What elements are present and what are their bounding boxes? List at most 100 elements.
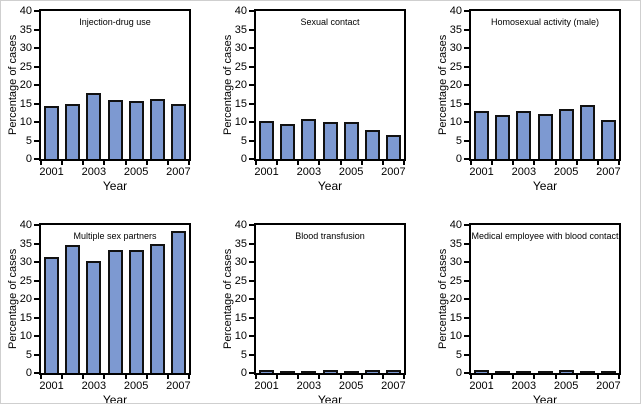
- bar-2005: [558, 370, 574, 373]
- x-axis-tick: [166, 375, 169, 379]
- y-tick-label: 30: [19, 42, 32, 54]
- y-axis-tick: [34, 316, 39, 319]
- x-axis-tick: [512, 161, 515, 165]
- y-tick-label: 15: [449, 311, 462, 324]
- x-tick-label: 2003: [511, 380, 537, 392]
- x-tick-label: 2007: [596, 380, 621, 392]
- x-axis-tick: [491, 161, 494, 165]
- bar-2001: [474, 110, 490, 159]
- subplot-blood-transfusion: Percentage of cases 40 35 30 25 20 15 10 5 0 Blood…: [216, 201, 431, 404]
- y-axis-tick: [34, 65, 39, 68]
- y-tick-label: 10: [234, 330, 247, 342]
- y-tick-label: 35: [234, 237, 247, 250]
- bar-2004: [537, 113, 553, 159]
- y-axis-tick: [464, 316, 469, 319]
- bar-2006: [364, 370, 380, 373]
- subplot-multiple-sex-partners: Percentage of cases 40 35 30 25 20 15 10 5 0 Multi…: [1, 201, 216, 403]
- bar-2007: [170, 230, 186, 373]
- bar-2004: [107, 250, 123, 373]
- bar-2005: [128, 249, 144, 373]
- x-axis-tick: [618, 161, 620, 165]
- y-axis-tick: [249, 28, 254, 31]
- y-axis-tick: [249, 158, 254, 160]
- chart-title: Medical employee with blood contact: [471, 231, 619, 241]
- y-axis-tick: [249, 65, 254, 68]
- y-axis-tick: [464, 279, 469, 282]
- bar-2005: [128, 101, 144, 159]
- y-axis-tick: [249, 316, 254, 319]
- y-axis-tick: [249, 279, 254, 282]
- x-axis-tick: [255, 375, 257, 379]
- y-tick-label: 25: [449, 60, 462, 73]
- bar-2001: [44, 105, 60, 159]
- x-axis-tick: [403, 161, 405, 165]
- subplot-medical-employee-with-blood-contact: Percentage of cases 40 35 30 25 20 15 10 5 0 Medic…: [431, 201, 640, 403]
- y-axis-tick: [249, 335, 254, 337]
- y-axis-tick: [249, 224, 254, 226]
- x-axis-tick: [554, 161, 557, 165]
- y-tick-label: 15: [449, 97, 462, 110]
- x-axis-tick: [255, 161, 257, 165]
- y-axis-tick: [464, 10, 469, 12]
- x-axis-tick: [145, 375, 148, 379]
- y-axis-tick: [34, 279, 39, 282]
- x-tick-label: 2003: [511, 166, 537, 178]
- x-tick-label: 2001: [469, 166, 494, 178]
- y-axis-tick: [34, 121, 39, 123]
- y-tick-label: 0: [240, 153, 247, 165]
- x-axis-tick: [596, 161, 599, 165]
- y-axis-tick: [34, 47, 39, 49]
- y-axis-tick: [249, 10, 254, 12]
- chart-title: Homosexual activity (male): [490, 17, 600, 27]
- y-tick-label: 40: [234, 5, 247, 17]
- y-axis-tick: [34, 353, 39, 356]
- bar-2001: [44, 257, 60, 373]
- plot-area: Injection-drug use: [39, 9, 191, 161]
- y-tick-label: 5: [455, 348, 462, 361]
- y-tick-label: 25: [234, 60, 247, 73]
- x-axis-tick: [512, 375, 515, 379]
- x-axis-tick: [554, 375, 557, 379]
- subplot-homosexual-activity-male: Percentage of cases 40 35 30 25 20 15 10 5 0 Homos…: [431, 1, 640, 201]
- bar-2005: [558, 108, 574, 159]
- x-tick-label: 2003: [296, 166, 322, 178]
- bar-2005: [343, 122, 359, 159]
- x-tick-label: 2005: [123, 166, 149, 178]
- x-tick-label: 2001: [469, 380, 494, 392]
- y-tick-label: 30: [19, 256, 32, 268]
- y-axis-tick: [249, 298, 254, 300]
- bar-2007: [385, 370, 401, 373]
- y-tick-label: 10: [449, 330, 462, 342]
- x-tick-label: 2003: [296, 380, 322, 392]
- y-tick-label: 20: [234, 293, 247, 305]
- y-tick-label: 35: [19, 237, 32, 250]
- chart-title: Sexual contact: [300, 17, 360, 27]
- x-axis-tick: [166, 161, 169, 165]
- y-tick-label: 5: [455, 134, 462, 147]
- bar-2002: [280, 370, 296, 373]
- bar-2007: [385, 135, 401, 159]
- y-axis-tick: [464, 158, 469, 160]
- bar-2002: [65, 103, 81, 159]
- bar-2001: [259, 120, 275, 159]
- y-tick-label: 40: [19, 219, 32, 231]
- y-tick-label: 40: [19, 5, 32, 17]
- y-tick-label: 20: [19, 79, 32, 91]
- x-tick-label: 2003: [81, 380, 107, 392]
- x-axis-tick: [276, 375, 279, 379]
- bar-2004: [537, 370, 553, 373]
- y-axis-tick: [464, 102, 469, 105]
- bar-2007: [600, 370, 616, 373]
- x-tick-label: 2003: [81, 166, 107, 178]
- bar-2001: [259, 370, 275, 373]
- bar-2002: [495, 370, 511, 373]
- y-tick-label: 10: [449, 116, 462, 128]
- x-axis-title: Year: [532, 179, 558, 193]
- x-axis-tick: [360, 375, 363, 379]
- x-axis-tick: [575, 375, 578, 379]
- y-tick-label: 0: [455, 153, 462, 165]
- x-axis-tick: [188, 161, 190, 165]
- x-axis-title: Year: [317, 393, 343, 404]
- y-tick-label: 0: [455, 367, 462, 379]
